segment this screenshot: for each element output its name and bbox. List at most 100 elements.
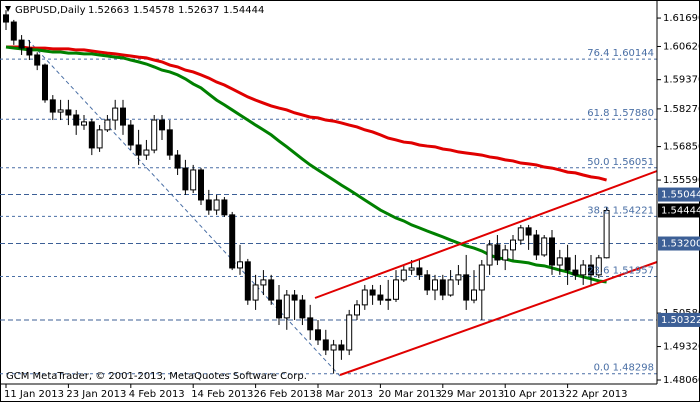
x-tick-label: 22 Apr 2013 (566, 389, 628, 400)
candle-body (42, 64, 48, 101)
candle-body (34, 54, 41, 66)
price-level-label: 1.50322 (661, 315, 700, 326)
candle-body (10, 21, 17, 41)
y-tick-label: 1.60620 (663, 41, 700, 52)
candle-body (260, 279, 267, 286)
labels-layer: 1.61690 1.60620 1.59370 1.58270 1.56850 1.555… (4, 13, 700, 400)
candle-body (595, 257, 602, 276)
symbol-icon (5, 6, 11, 12)
candle-body (205, 199, 212, 211)
candle-body (525, 227, 532, 236)
price-level-label: 1.55044 (661, 190, 700, 201)
candle-body (572, 269, 579, 276)
current-price-label: 1.54444 (661, 205, 700, 216)
candle-body (104, 119, 111, 131)
candle-body (96, 129, 103, 149)
candle-body (510, 239, 516, 251)
candle-body (346, 314, 353, 351)
candle-body (49, 99, 56, 113)
candle-body (198, 169, 204, 201)
candle-body (533, 234, 540, 256)
price-level-box (658, 187, 700, 202)
candle-body (299, 299, 306, 319)
symbol: GBPUSD,Daily (15, 5, 86, 16)
y-tick-label: 1.49320 (663, 342, 700, 353)
candle-body (237, 261, 243, 269)
x-tick-label: 23 Jan 2013 (66, 389, 126, 400)
candle-body (81, 121, 87, 126)
candle-body (393, 279, 399, 300)
candles-layer (3, 10, 610, 374)
candle-body (432, 279, 438, 291)
y-tick-label: 1.48060 (663, 375, 700, 386)
candle-body (307, 317, 314, 331)
candle-body (424, 274, 431, 291)
candle-body (556, 257, 563, 266)
fib-label: 23.6 1.51957 (587, 266, 654, 277)
candle-body (244, 261, 251, 301)
candle-body (588, 264, 594, 276)
candle-body (486, 244, 493, 266)
x-tick-label: 11 Jan 2013 (4, 389, 64, 400)
candle-body (291, 294, 298, 301)
candle-body (268, 279, 275, 301)
fib-label: 61.8 1.57880 (587, 108, 654, 119)
candle-body (494, 244, 501, 261)
current-price-box (658, 203, 700, 218)
candle-body (135, 144, 142, 156)
candle-body (88, 121, 95, 149)
candle-body (3, 14, 9, 23)
candle-body (517, 227, 524, 241)
candle-body (369, 289, 376, 296)
price-level-box (658, 236, 700, 251)
candle-body (229, 214, 236, 269)
candle-body (408, 267, 415, 271)
fib-label: 38.2 1.54221 (587, 205, 654, 216)
candle-body (549, 237, 555, 266)
candle-body (26, 47, 33, 56)
channel-upper (314, 170, 658, 299)
candle-body (361, 289, 368, 306)
candle-body (252, 284, 259, 301)
moving-average (6, 45, 607, 182)
candle-body (471, 289, 477, 301)
fib-label: 50.0 1.56051 (587, 157, 654, 168)
y-tick-label: 1.59370 (663, 75, 700, 86)
candle-body (65, 109, 72, 116)
x-tick-label: 4 Feb 2013 (129, 389, 185, 400)
footer: GCM MetaTrader, © 2001-2013, MetaQuotes … (6, 371, 307, 382)
candle-body (478, 264, 485, 291)
ohlc-close: 1.54444 (223, 5, 264, 16)
candle-body (112, 107, 119, 121)
x-tick-label: 26 Feb 2013 (254, 389, 316, 400)
candle-body (439, 279, 446, 296)
candle-body (338, 344, 345, 351)
x-tick-label: 8 Mar 2013 (316, 389, 373, 400)
y-tick-label: 1.61690 (663, 13, 700, 24)
candle-body (73, 114, 80, 126)
candle-body (564, 257, 571, 271)
candle-body (276, 299, 282, 319)
candle-body (447, 279, 454, 296)
y-tick-label: 1.58270 (663, 104, 700, 115)
channel-lower (339, 261, 658, 376)
candle-body (315, 329, 321, 341)
candle-body (580, 264, 587, 276)
candle-body (377, 294, 384, 301)
candle-body (322, 339, 329, 351)
candle-body (385, 298, 392, 301)
y-tick-label: 1.56850 (663, 142, 700, 153)
candle-body (502, 249, 509, 261)
candle-body (416, 267, 423, 276)
price-level-label: 1.53200 (661, 239, 700, 250)
candle-body (127, 124, 134, 146)
candle-body (151, 119, 158, 151)
candle-body (330, 344, 337, 351)
candle-body (603, 209, 610, 259)
candle-body (400, 269, 407, 281)
candle-body (463, 274, 470, 301)
fib-label: 0.0 1.48298 (594, 363, 654, 374)
candle-body (455, 274, 462, 281)
candle-body (57, 109, 64, 113)
